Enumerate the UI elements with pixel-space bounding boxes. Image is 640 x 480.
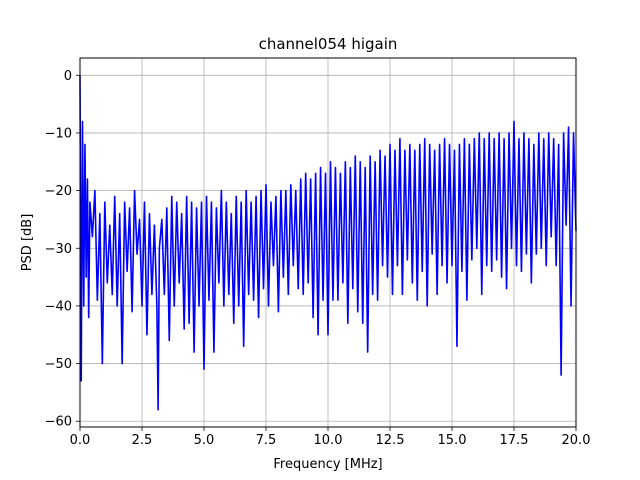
y-axis-label: PSD [dB]	[20, 214, 35, 272]
y-tick-label: −50	[45, 357, 72, 372]
y-tick-label: −10	[45, 126, 72, 141]
series-layer	[79, 75, 577, 411]
y-tick-label: −60	[45, 415, 72, 430]
x-tick-label: 20.0	[562, 433, 591, 448]
psd-series-line	[79, 75, 577, 411]
y-tick-label: −40	[45, 299, 72, 314]
x-tick-label: 12.5	[376, 433, 405, 448]
ticks: 0.0 2.5 5.0 7.5 10.0 12.5 15.0 17.5 20.0 0 −10 −20 −…	[45, 69, 591, 448]
x-tick-label: 17.5	[500, 433, 529, 448]
x-tick-label: 0.0	[70, 433, 91, 448]
y-tick-label: −30	[45, 242, 72, 257]
x-tick-label: 7.5	[256, 433, 277, 448]
x-tick-label: 15.0	[438, 433, 467, 448]
x-tick-label: 10.0	[314, 433, 343, 448]
chart-title: channel054 higain	[259, 35, 398, 53]
x-tick-label: 2.5	[132, 433, 153, 448]
x-axis-label: Frequency [MHz]	[273, 457, 382, 472]
y-tick-label: 0	[64, 69, 72, 84]
y-tick-label: −20	[45, 184, 72, 199]
x-tick-label: 5.0	[194, 433, 215, 448]
